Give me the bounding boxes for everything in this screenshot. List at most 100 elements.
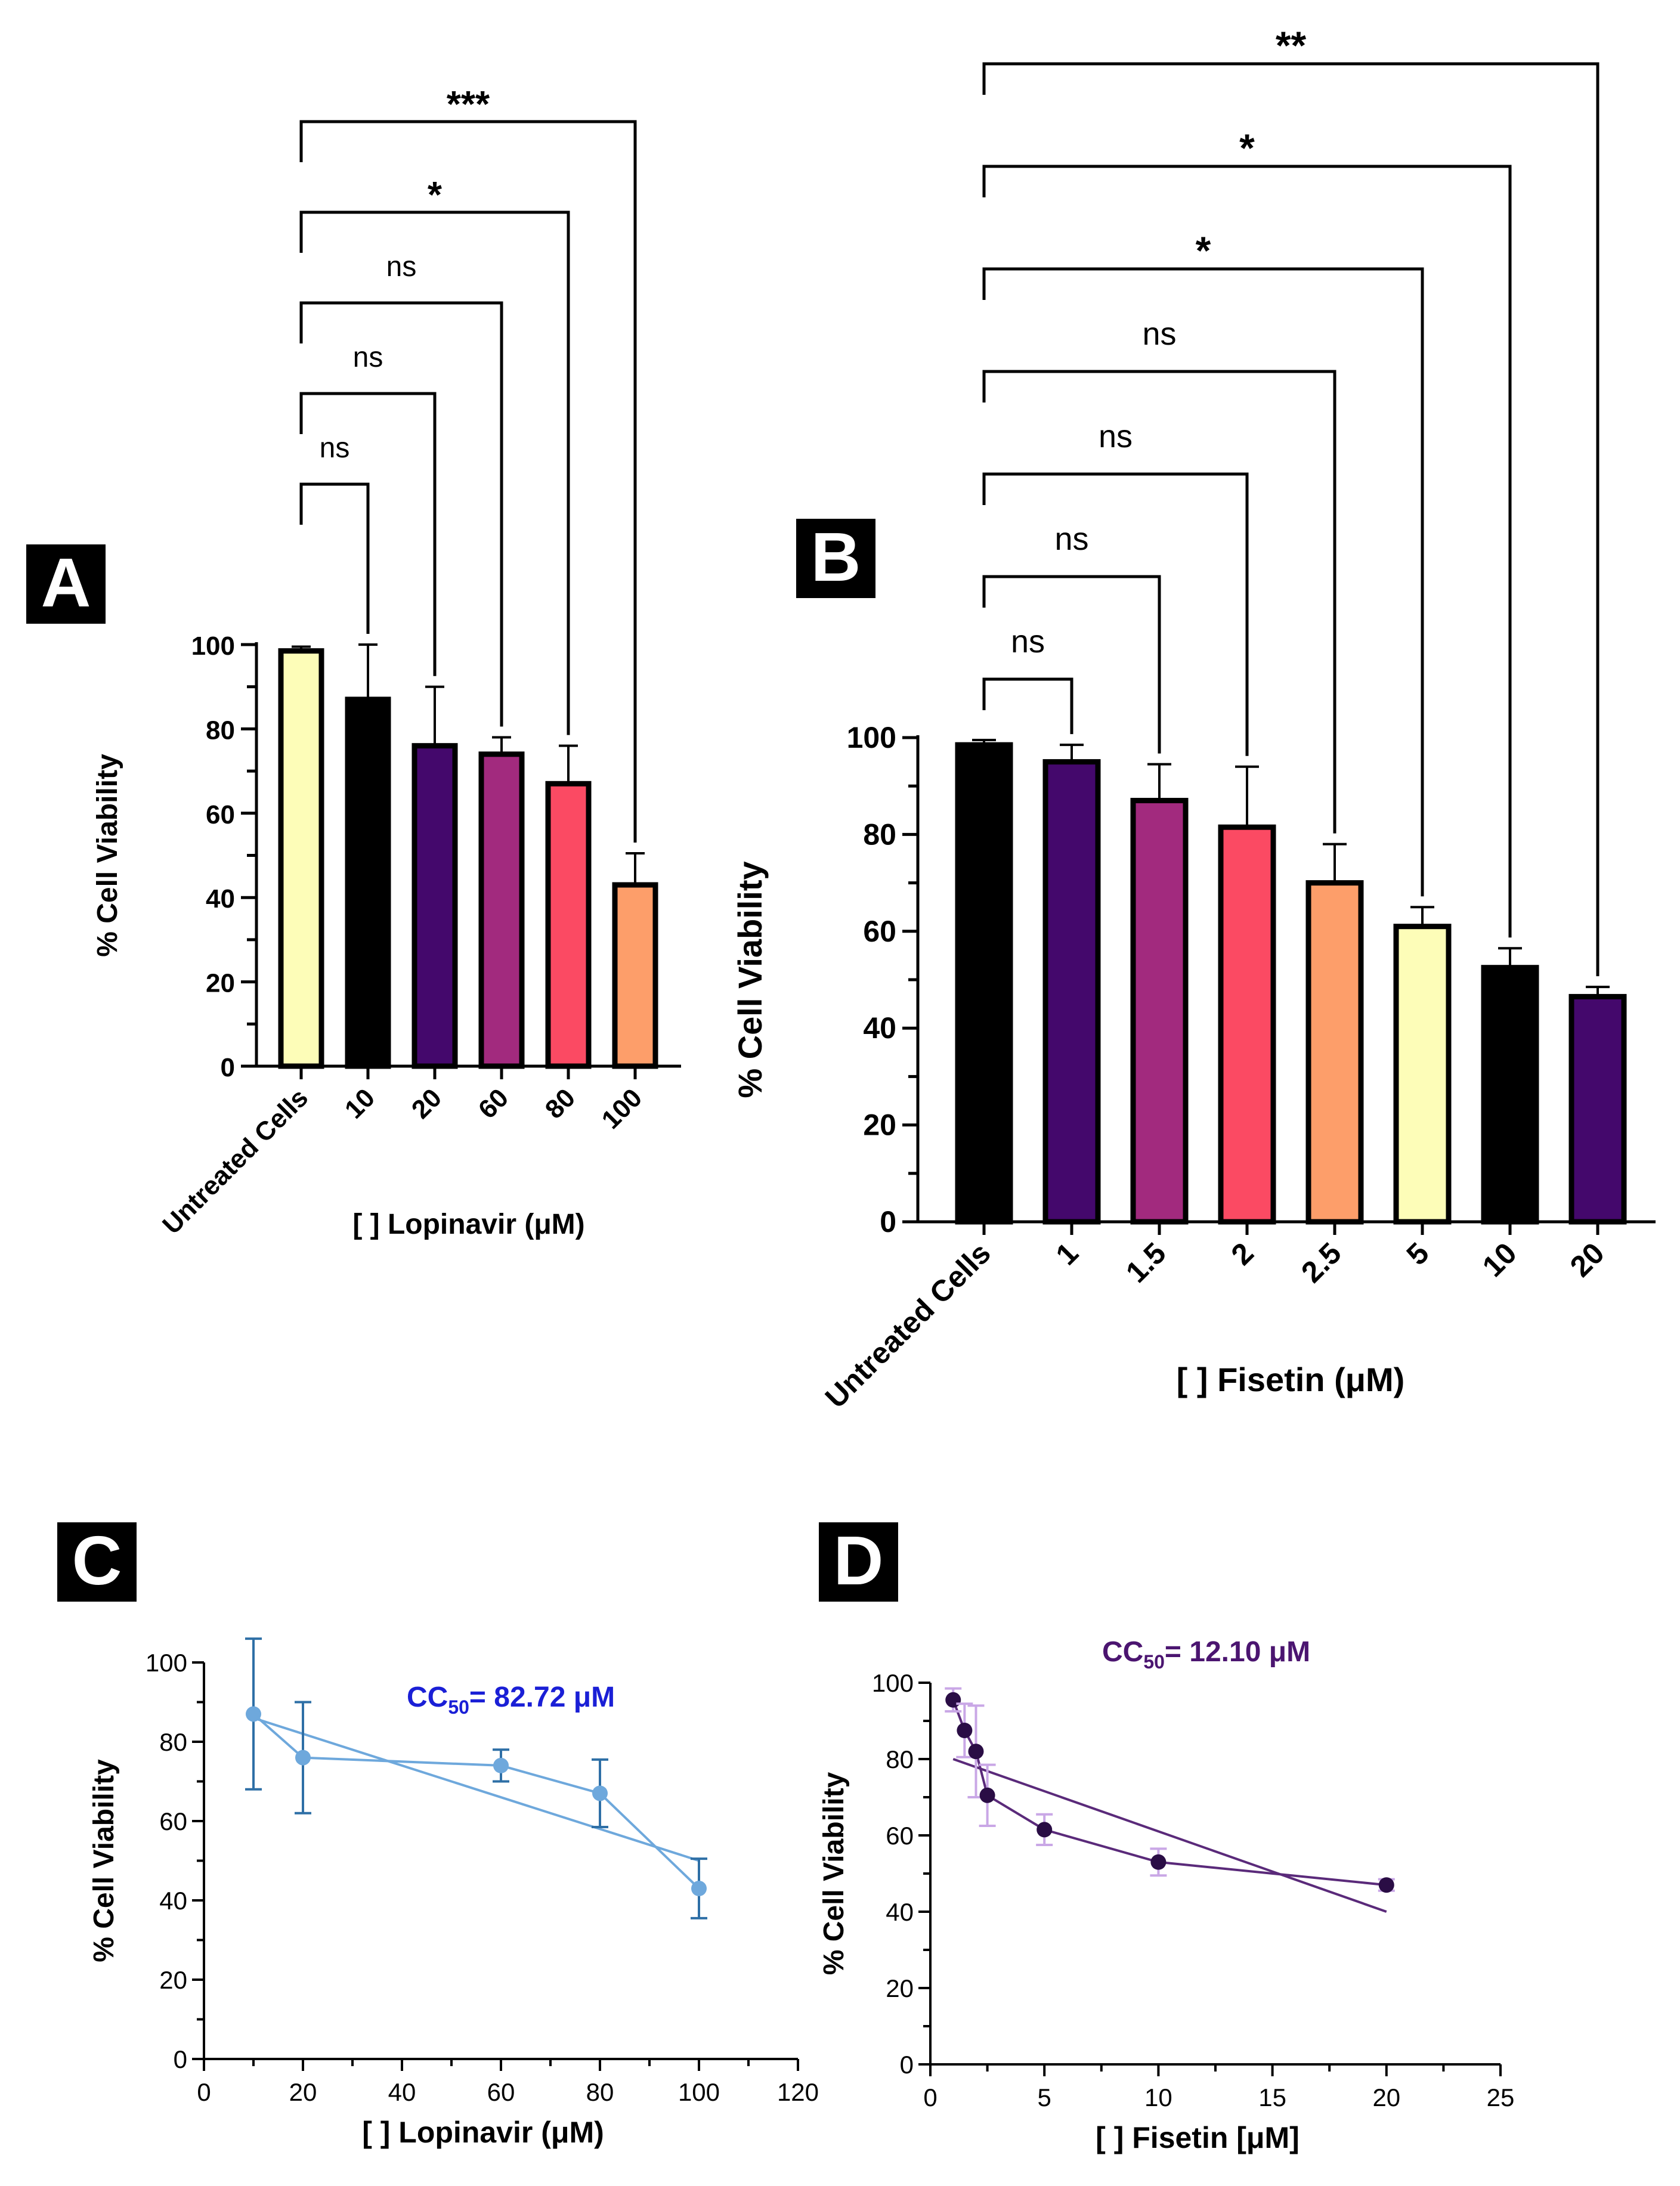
- chart-a-significance-label: ***: [447, 84, 490, 125]
- chart-c-y-axis-title: % Cell Viability: [88, 1759, 120, 1962]
- chart-c-data-point: [246, 1706, 261, 1722]
- chart-a-significance-label: ns: [353, 342, 383, 373]
- chart-b-y-tick-label: 0: [880, 1205, 896, 1238]
- chart-b-x-tick-label: 5: [1400, 1236, 1435, 1271]
- chart-a-bar: [612, 882, 658, 1069]
- chart-b-x-axis-title: [ ] Fisetin (μM): [1177, 1361, 1405, 1398]
- chart-b-bracket: [982, 370, 1336, 834]
- chart-d-fit-line: [952, 1758, 1387, 1913]
- chart-a-y-axis-title: % Cell Viability: [92, 754, 123, 957]
- chart-c-x-tick-label: 60: [487, 2078, 515, 2106]
- chart-d-y-tick-label: 80: [886, 1745, 914, 1773]
- chart-b-x-tick-label: 10: [1476, 1236, 1523, 1283]
- chart-b-x-tick-label: Untreated Cells: [819, 1236, 997, 1414]
- chart-a-significance-label: *: [428, 175, 443, 216]
- chart-d-data-point: [1037, 1822, 1053, 1838]
- panel-badge-bg: [57, 1522, 137, 1602]
- chart-b-bracket: [982, 472, 1249, 756]
- chart-d-data-point: [957, 1723, 973, 1738]
- chart-a-bar: [278, 648, 324, 1069]
- chart-a-significance-label: ns: [320, 432, 350, 464]
- chart-b-bracket: [982, 62, 1599, 977]
- chart-a-bracket: [299, 301, 503, 727]
- chart-b-y-tick-label: 40: [863, 1011, 896, 1045]
- chart-d-y-tick-label: 100: [872, 1669, 914, 1697]
- chart-d-data-line: [952, 1699, 1387, 1887]
- chart-c-data-point: [295, 1750, 311, 1766]
- chart-d-x-tick-label: 25: [1487, 2083, 1515, 2111]
- chart-c-y-tick-label: 0: [174, 2045, 187, 2073]
- chart-d-data-point: [945, 1692, 961, 1708]
- chart-a-x-axis-title: [ ] Lopinavir (μM): [352, 1209, 584, 1240]
- chart-c-x-tick-label: 80: [586, 2078, 614, 2106]
- chart-a-bracket: [299, 120, 637, 843]
- chart-c-x-tick-label: 120: [777, 2078, 819, 2106]
- chart-b-bar: [1218, 824, 1276, 1225]
- chart-c-x-tick-label: 20: [289, 2078, 317, 2106]
- chart-d-y-tick-label: 40: [886, 1898, 914, 1926]
- chart-d-data-point: [968, 1744, 984, 1760]
- chart-d-y-tick-label: 0: [900, 2051, 914, 2079]
- chart-c-y-tick-label: 20: [159, 1966, 187, 1994]
- panel-letter: B: [811, 518, 861, 596]
- panel-label-c: C: [57, 1522, 137, 1602]
- chart-b-bar: [1130, 798, 1189, 1225]
- panel-badge-bg: [796, 519, 875, 598]
- chart-a-x-tick-label: 20: [406, 1083, 447, 1124]
- chart-a-y-tick-label: 20: [206, 969, 235, 998]
- chart-a-bracket: [299, 392, 437, 676]
- panel-label-d: D: [819, 1522, 898, 1602]
- chart-d-y-tick-label: 20: [886, 1974, 914, 2002]
- chart-a-y-tick-label: 80: [206, 716, 235, 745]
- chart-b-bar: [955, 742, 1013, 1225]
- chart-b-significance-label: ns: [1099, 419, 1133, 454]
- panel-letter: C: [72, 1522, 122, 1599]
- panel-badge-bg: [26, 544, 106, 624]
- chart-a-x-tick-label: 60: [473, 1083, 514, 1124]
- chart-chart-b: 0 20 40 60 80 100 Untreated Cells 1 1.5 2 2.5 5 10 20…: [731, 23, 1656, 1414]
- chart-c-x-axis-title: [ ] Lopinavir (μM): [362, 2116, 604, 2149]
- chart-b-significance-label: ns: [1054, 521, 1088, 557]
- chart-d-y-axis-title: % Cell Viability: [818, 1772, 850, 1975]
- chart-d-x-tick-label: 15: [1258, 2083, 1286, 2111]
- chart-chart-a: 0 20 40 60 80 100 Untreated Cells 10 20 60 80 100 [ …: [92, 84, 681, 1240]
- chart-c-data-point: [493, 1757, 509, 1773]
- chart-c-y-tick-label: 100: [146, 1649, 187, 1677]
- chart-b-x-tick-label: 2: [1225, 1236, 1260, 1271]
- chart-b-y-tick-label: 100: [847, 721, 896, 754]
- chart-b-x-tick-label: 20: [1564, 1236, 1611, 1283]
- chart-chart-c: 0 20 40 60 80 100 0 20 40 60 80 100 120 [ ] Lopinavir…: [88, 1637, 819, 2149]
- chart-c-y-tick-label: 60: [159, 1807, 187, 1835]
- chart-a-significance-label: ns: [386, 251, 417, 283]
- chart-d-x-tick-label: 20: [1372, 2083, 1400, 2111]
- chart-a-bar: [412, 743, 458, 1069]
- chart-b-bar: [1042, 759, 1101, 1225]
- chart-c-x-tick-label: 40: [388, 2078, 416, 2106]
- chart-b-bracket: [982, 575, 1161, 754]
- chart-c-cc50-annotation: CC50= 82.72 μM: [407, 1682, 615, 1718]
- chart-c-fit-line: [253, 1717, 700, 1862]
- chart-chart-d: 0 20 40 60 80 100 0 5 10 15 20 25 [ ] Fisetin [μM] % …: [818, 1636, 1514, 2154]
- chart-a-x-tick-label: 100: [596, 1083, 648, 1135]
- chart-c-x-tick-label: 0: [197, 2078, 211, 2106]
- chart-b-significance-label: *: [1196, 228, 1211, 273]
- chart-b-bracket: [982, 267, 1424, 897]
- chart-a-y-tick-label: 40: [206, 884, 235, 914]
- chart-a-x-tick-label: 10: [339, 1083, 380, 1124]
- chart-d-y-tick-label: 60: [886, 1822, 914, 1850]
- chart-d-x-tick-label: 10: [1144, 2083, 1172, 2111]
- chart-d-x-axis-title: [ ] Fisetin [μM]: [1096, 2121, 1300, 2154]
- chart-b-bracket: [982, 677, 1073, 735]
- chart-b-x-tick-label: 2.5: [1295, 1236, 1348, 1289]
- chart-b-significance-label: ns: [1142, 316, 1176, 352]
- chart-c-y-tick-label: 80: [159, 1728, 187, 1756]
- chart-b-bracket: [982, 165, 1512, 938]
- chart-a-bracket: [299, 210, 570, 735]
- panel-label-b: B: [796, 518, 875, 598]
- panel-badge-bg: [819, 1522, 898, 1602]
- chart-d-data-point: [1150, 1854, 1167, 1870]
- chart-d-data-point: [1378, 1877, 1394, 1893]
- chart-d-cc50-annotation: CC50= 12.10 μM: [1102, 1636, 1310, 1673]
- chart-c-data-point: [592, 1785, 608, 1801]
